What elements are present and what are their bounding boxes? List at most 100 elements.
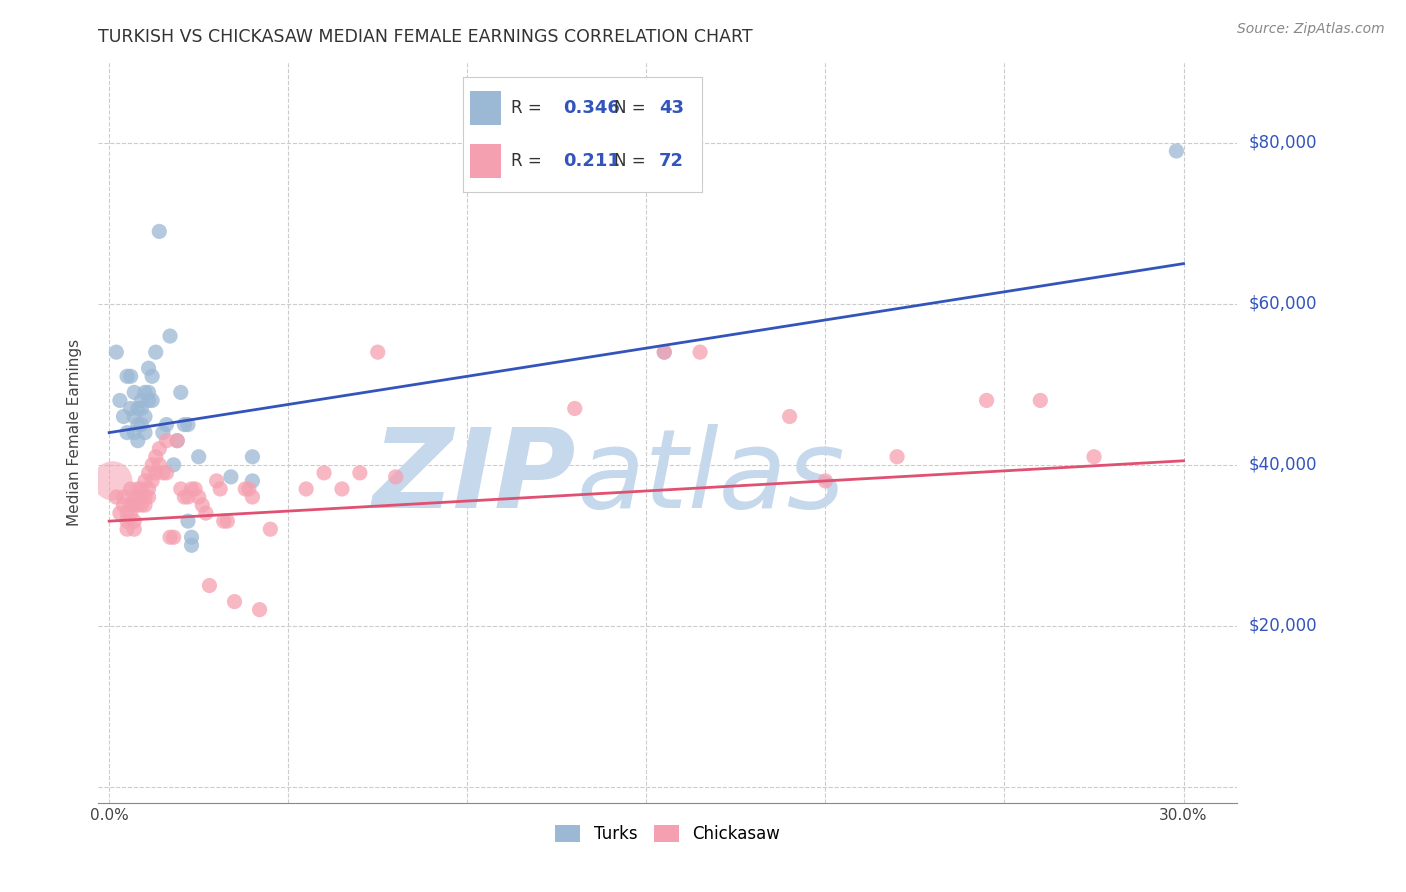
Point: [115, 506, 138, 520]
Point: [134, 490, 156, 504]
Point: [219, 470, 242, 484]
Point: [249, 602, 271, 616]
Point: [187, 490, 209, 504]
Point: [138, 466, 160, 480]
Point: [148, 442, 170, 456]
Text: $80,000: $80,000: [1249, 134, 1317, 152]
Point: [233, 482, 256, 496]
Text: $20,000: $20,000: [1249, 616, 1317, 635]
Point: [259, 522, 281, 536]
Point: [886, 450, 908, 464]
Point: [134, 409, 156, 424]
Point: [1166, 144, 1188, 158]
Point: [564, 401, 586, 416]
Point: [120, 498, 142, 512]
Point: [224, 594, 246, 608]
Point: [138, 482, 160, 496]
Point: [205, 474, 228, 488]
Text: atlas: atlas: [576, 424, 845, 531]
Point: [122, 498, 145, 512]
Point: [131, 417, 153, 432]
Point: [115, 514, 138, 528]
Point: [166, 434, 188, 448]
Point: [145, 466, 167, 480]
Point: [127, 490, 149, 504]
Point: [191, 498, 214, 512]
Point: [330, 482, 353, 496]
Point: [138, 393, 160, 408]
Point: [145, 345, 167, 359]
Point: [217, 514, 239, 528]
Point: [101, 474, 124, 488]
Point: [134, 385, 156, 400]
Point: [120, 506, 142, 520]
Point: [131, 401, 153, 416]
Point: [180, 538, 202, 552]
Point: [138, 490, 160, 504]
Point: [105, 345, 128, 359]
Point: [159, 530, 181, 544]
Point: [162, 530, 184, 544]
Point: [209, 482, 232, 496]
Point: [127, 417, 149, 432]
Point: [127, 482, 149, 496]
Point: [134, 498, 156, 512]
Point: [1029, 393, 1052, 408]
Point: [212, 514, 235, 528]
Point: [652, 345, 675, 359]
Point: [127, 434, 149, 448]
Point: [131, 393, 153, 408]
Point: [242, 450, 264, 464]
Text: $40,000: $40,000: [1249, 456, 1317, 474]
Point: [145, 450, 167, 464]
Point: [112, 498, 135, 512]
Point: [127, 498, 149, 512]
Point: [134, 425, 156, 440]
Point: [120, 369, 142, 384]
Point: [122, 522, 145, 536]
Point: [155, 434, 177, 448]
Point: [122, 514, 145, 528]
Point: [180, 482, 202, 496]
Point: [242, 490, 264, 504]
Point: [131, 498, 153, 512]
Point: [198, 578, 221, 592]
Point: [1083, 450, 1105, 464]
Point: [170, 482, 193, 496]
Point: [312, 466, 335, 480]
Point: [295, 482, 318, 496]
Point: [177, 417, 200, 432]
Point: [131, 490, 153, 504]
Point: [652, 345, 675, 359]
Point: [115, 522, 138, 536]
Point: [120, 401, 142, 416]
Point: [177, 514, 200, 528]
Point: [122, 425, 145, 440]
Point: [976, 393, 998, 408]
Text: Source: ZipAtlas.com: Source: ZipAtlas.com: [1237, 22, 1385, 37]
Point: [141, 474, 163, 488]
Point: [122, 490, 145, 504]
Point: [115, 425, 138, 440]
Point: [194, 506, 217, 520]
Point: [166, 434, 188, 448]
Y-axis label: Median Female Earnings: Median Female Earnings: [67, 339, 83, 526]
Point: [155, 417, 177, 432]
Text: TURKISH VS CHICKASAW MEDIAN FEMALE EARNINGS CORRELATION CHART: TURKISH VS CHICKASAW MEDIAN FEMALE EARNI…: [98, 28, 754, 45]
Point: [173, 490, 195, 504]
Point: [105, 490, 128, 504]
Point: [115, 369, 138, 384]
Point: [689, 345, 711, 359]
Point: [184, 482, 207, 496]
Point: [148, 458, 170, 472]
Point: [120, 482, 142, 496]
Legend: Turks, Chickasaw: Turks, Chickasaw: [548, 819, 787, 850]
Point: [384, 470, 406, 484]
Point: [238, 482, 260, 496]
Point: [122, 385, 145, 400]
Point: [180, 530, 202, 544]
Point: [177, 490, 200, 504]
Point: [112, 490, 135, 504]
Point: [108, 506, 131, 520]
Point: [108, 393, 131, 408]
